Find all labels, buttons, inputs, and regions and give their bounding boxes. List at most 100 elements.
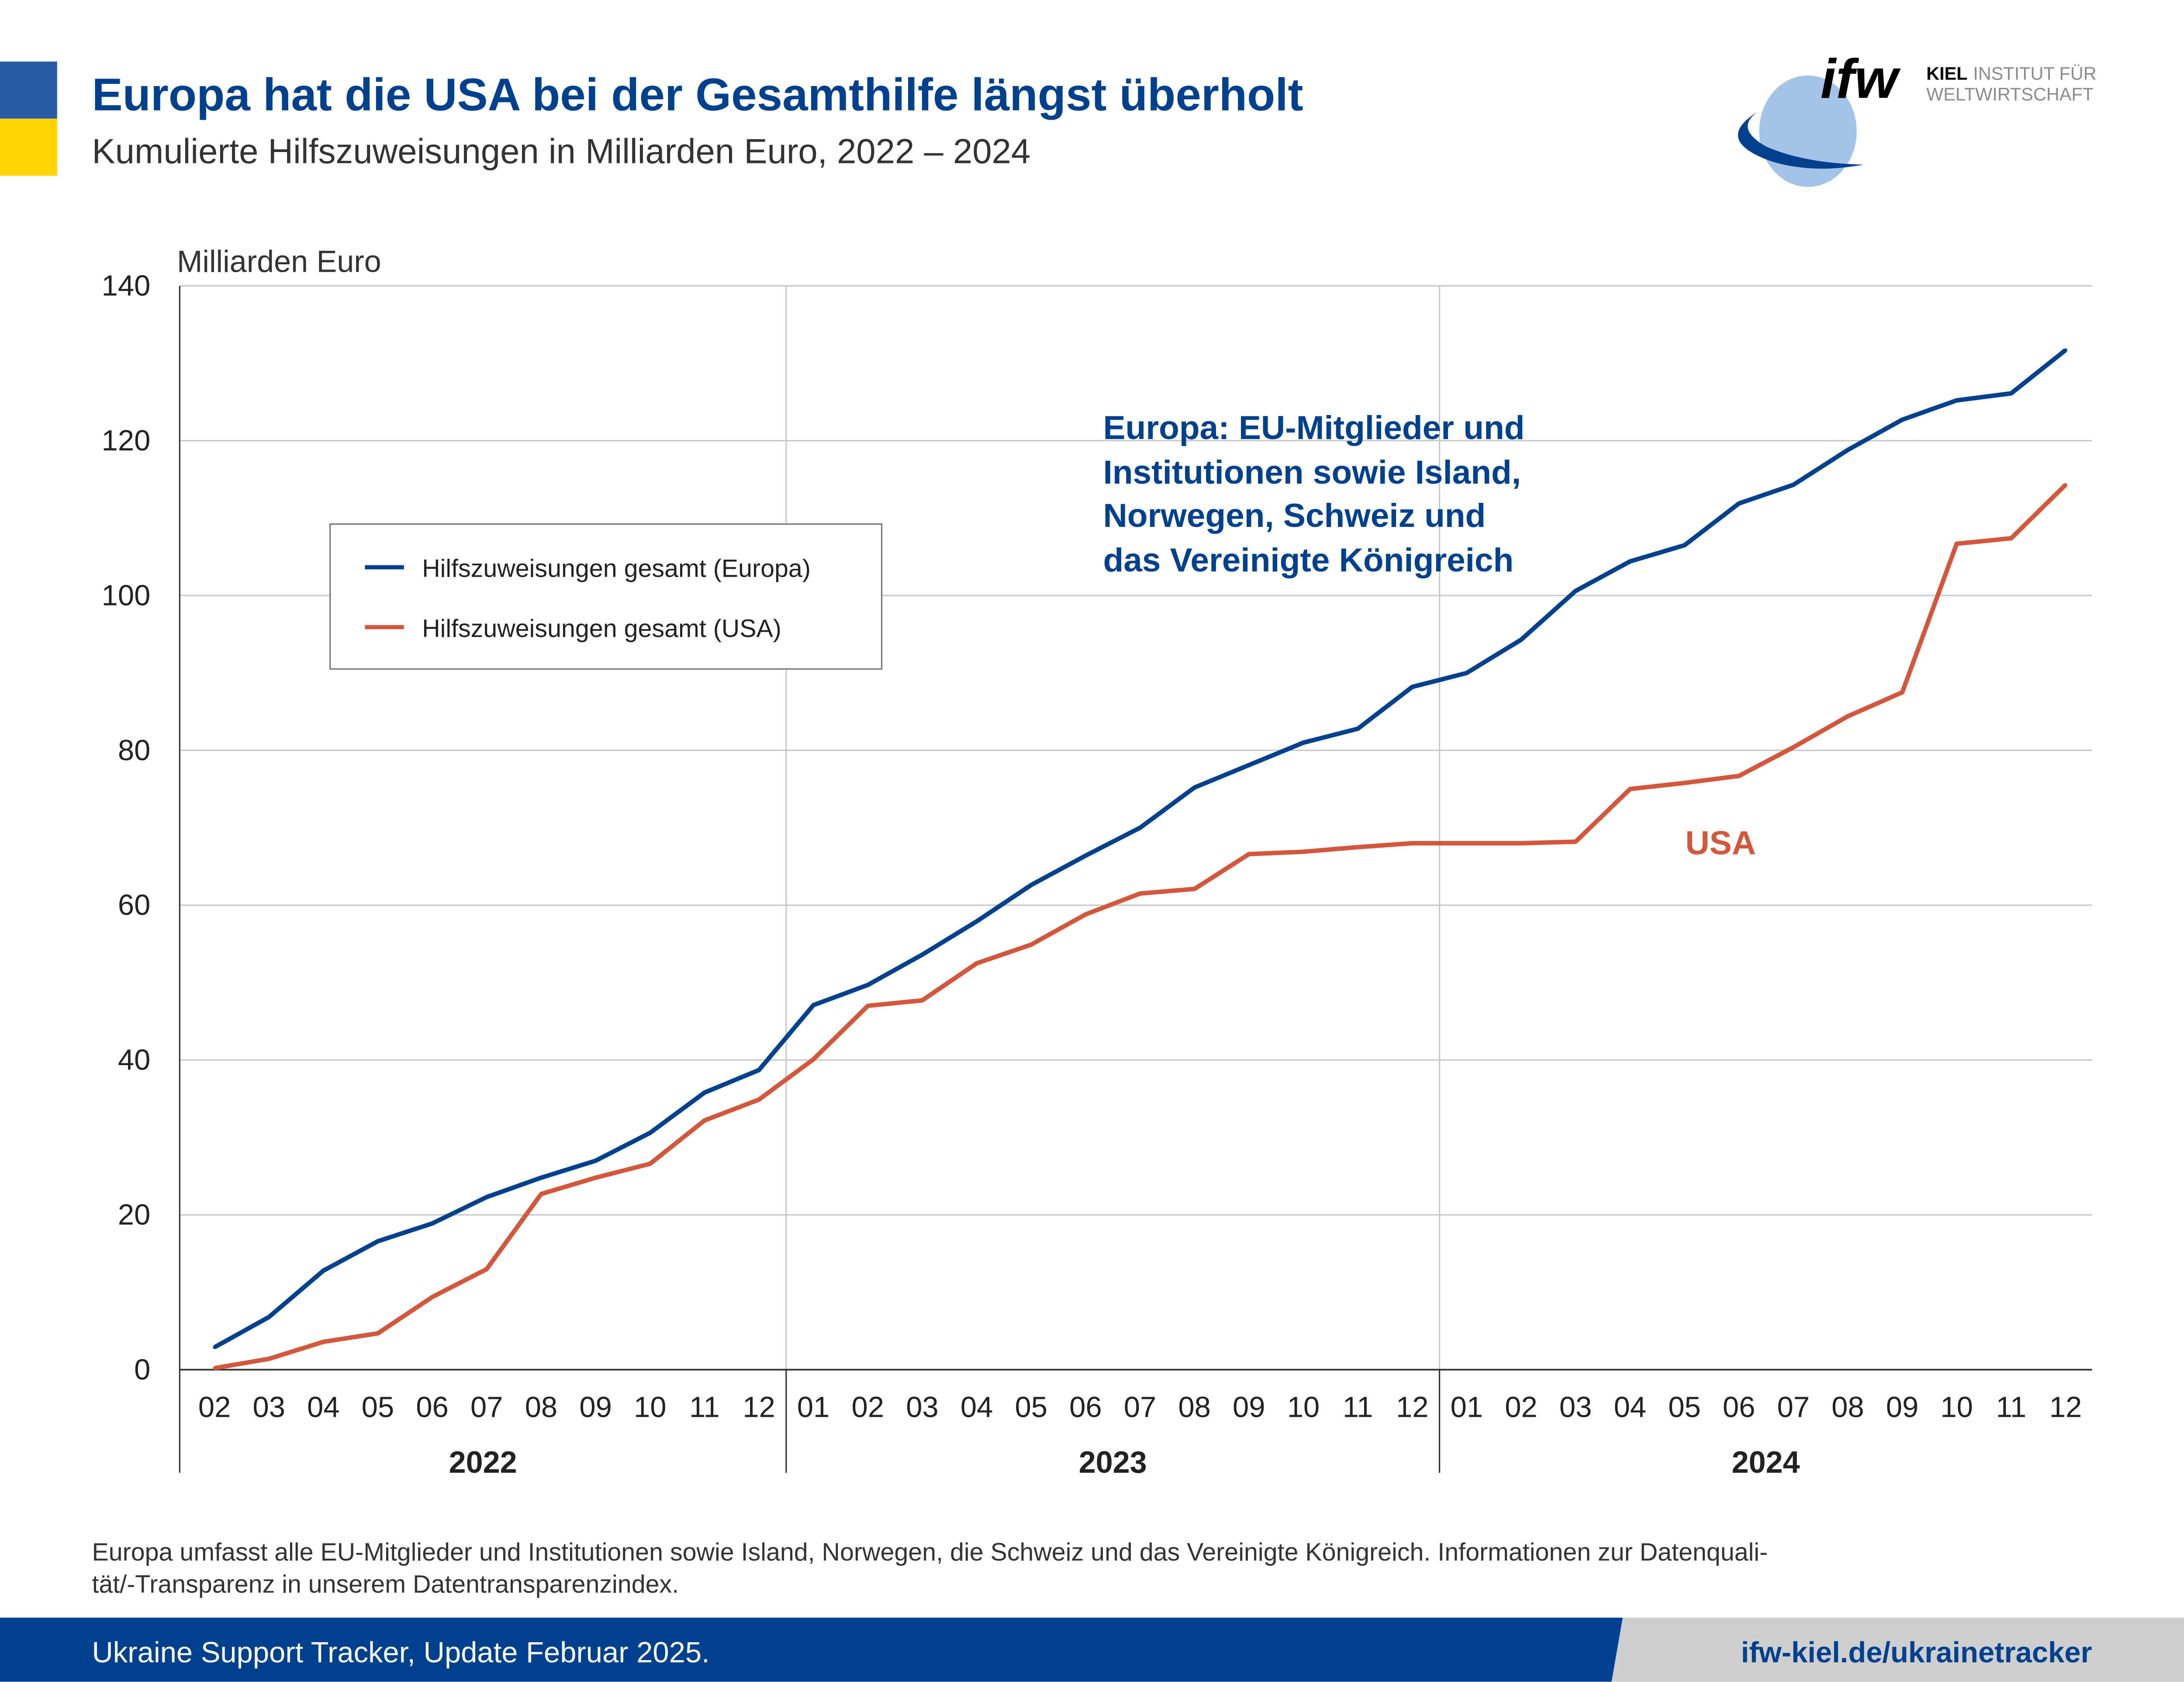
data-point — [1846, 714, 1850, 718]
x-tick-label: 11 — [1343, 1391, 1373, 1424]
data-point — [812, 1003, 815, 1007]
x-tick-label: 03 — [252, 1391, 285, 1424]
data-point — [594, 1176, 598, 1180]
data-point — [757, 1097, 761, 1101]
x-tick-label: 10 — [1940, 1391, 1973, 1424]
svg-text:ifw: ifw — [1821, 48, 1901, 110]
x-tick-label: 04 — [961, 1391, 993, 1424]
x-tick-label: 12 — [2049, 1391, 2082, 1424]
svg-text:WELTWIRTSCHAFT: WELTWIRTSCHAFT — [1926, 84, 2094, 104]
data-point — [213, 1345, 216, 1349]
data-point — [1955, 542, 1959, 546]
x-tick-label: 01 — [797, 1391, 829, 1424]
y-tick-label: 60 — [118, 889, 150, 921]
x-tick-label: 04 — [1614, 1391, 1646, 1424]
x-tick-label: 10 — [1287, 1391, 1320, 1424]
footer-blue-band — [0, 1617, 1623, 1682]
x-tick-label: 04 — [307, 1391, 339, 1424]
data-point — [1084, 854, 1088, 858]
data-point — [812, 1057, 815, 1061]
x-tick-label: 11 — [1996, 1391, 2027, 1424]
footnote-line1: Europa umfasst alle EU-Mitglieder und In… — [92, 1538, 1768, 1566]
data-point — [920, 953, 924, 957]
x-tick-label: 05 — [362, 1391, 394, 1424]
x-tick-label: 12 — [743, 1391, 775, 1424]
y-axis-label: Milliarden Euro — [177, 244, 381, 278]
legend-label-usa: Hilfszuweisungen gesamt (USA) — [422, 615, 781, 643]
data-point — [2009, 536, 2013, 540]
legend-label-europa: Hilfszuweisungen gesamt (Europa) — [422, 555, 811, 583]
x-tick-label: 05 — [1015, 1391, 1047, 1424]
x-tick-label: 08 — [1178, 1391, 1210, 1424]
data-point — [1138, 892, 1142, 896]
x-tick-label: 03 — [906, 1391, 938, 1424]
data-point — [1029, 883, 1033, 887]
x-tick-label: 09 — [1886, 1391, 1918, 1424]
data-point — [1737, 774, 1741, 778]
x-tick-label: 07 — [1124, 1391, 1156, 1424]
data-point — [1628, 560, 1632, 563]
x-tick-label: 08 — [525, 1391, 557, 1424]
x-tick-label: 10 — [634, 1391, 666, 1424]
data-point — [1628, 787, 1632, 791]
y-tick-label: 120 — [102, 424, 151, 457]
data-point — [1029, 943, 1033, 947]
legend: Hilfszuweisungen gesamt (Europa) Hilfszu… — [329, 523, 883, 670]
data-point — [267, 1315, 271, 1319]
data-point — [1192, 887, 1196, 891]
data-point — [1302, 741, 1305, 744]
x-tick-label: 09 — [1233, 1391, 1265, 1424]
data-point — [1410, 841, 1414, 845]
data-point — [321, 1269, 325, 1273]
year-label: 2022 — [449, 1445, 517, 1479]
data-point — [975, 961, 978, 965]
svg-text:das Vereinigte Königreich: das Vereinigte Königreich — [1103, 542, 1514, 579]
year-label: 2023 — [1079, 1445, 1147, 1479]
data-point — [321, 1340, 325, 1344]
x-tick-label: 02 — [852, 1391, 884, 1424]
data-point — [1192, 786, 1196, 789]
data-point — [1791, 483, 1795, 487]
ifw-logo[interactable]: ifw KIEL INSTITUT FÜR WELTWIRTSCHAFT — [1738, 48, 2097, 187]
x-tick-label: 07 — [1777, 1391, 1809, 1424]
data-point — [539, 1192, 543, 1196]
data-point — [1247, 763, 1251, 767]
y-tick-label: 140 — [102, 270, 151, 302]
data-point — [485, 1267, 489, 1271]
data-point — [539, 1176, 543, 1180]
x-tick-label: 06 — [416, 1391, 448, 1424]
data-point — [648, 1162, 652, 1166]
data-point — [648, 1131, 652, 1135]
footer-link[interactable]: ifw-kiel.de/ukrainetracker — [1741, 1636, 2092, 1669]
annotation-usa: USA — [1685, 824, 1756, 862]
data-point — [703, 1090, 706, 1094]
x-tick-label: 02 — [1505, 1391, 1537, 1424]
data-point — [1519, 638, 1523, 641]
x-tick-label: 11 — [689, 1391, 720, 1424]
chart-subtitle: Kumulierte Hilfszuweisungen in Milliarde… — [92, 132, 1030, 171]
data-point — [1901, 690, 1904, 694]
y-tick-label: 40 — [118, 1044, 150, 1076]
data-point — [1465, 671, 1469, 675]
data-point — [1302, 850, 1305, 854]
orbit-icon — [1738, 111, 1864, 169]
x-tick-label: 12 — [1396, 1391, 1428, 1424]
data-point — [1356, 845, 1360, 849]
data-point — [2009, 391, 2013, 395]
svg-text:Institutionen sowie Island,: Institutionen sowie Island, — [1103, 454, 1521, 491]
data-point — [376, 1332, 380, 1335]
data-point — [920, 999, 924, 1002]
data-point — [1084, 913, 1088, 917]
data-point — [1791, 745, 1795, 749]
data-point — [757, 1068, 761, 1072]
data-point — [1901, 418, 1904, 422]
data-point — [1138, 826, 1142, 830]
data-point — [213, 1366, 216, 1370]
x-tick-label: 06 — [1723, 1391, 1755, 1424]
x-tick-label: 03 — [1559, 1391, 1592, 1424]
chart-title: Europa hat die USA bei der Gesamthilfe l… — [92, 69, 1303, 120]
data-point — [267, 1357, 271, 1361]
footer-source: Ukraine Support Tracker, Update Februar … — [92, 1636, 709, 1669]
x-tick-label: 02 — [198, 1391, 231, 1424]
